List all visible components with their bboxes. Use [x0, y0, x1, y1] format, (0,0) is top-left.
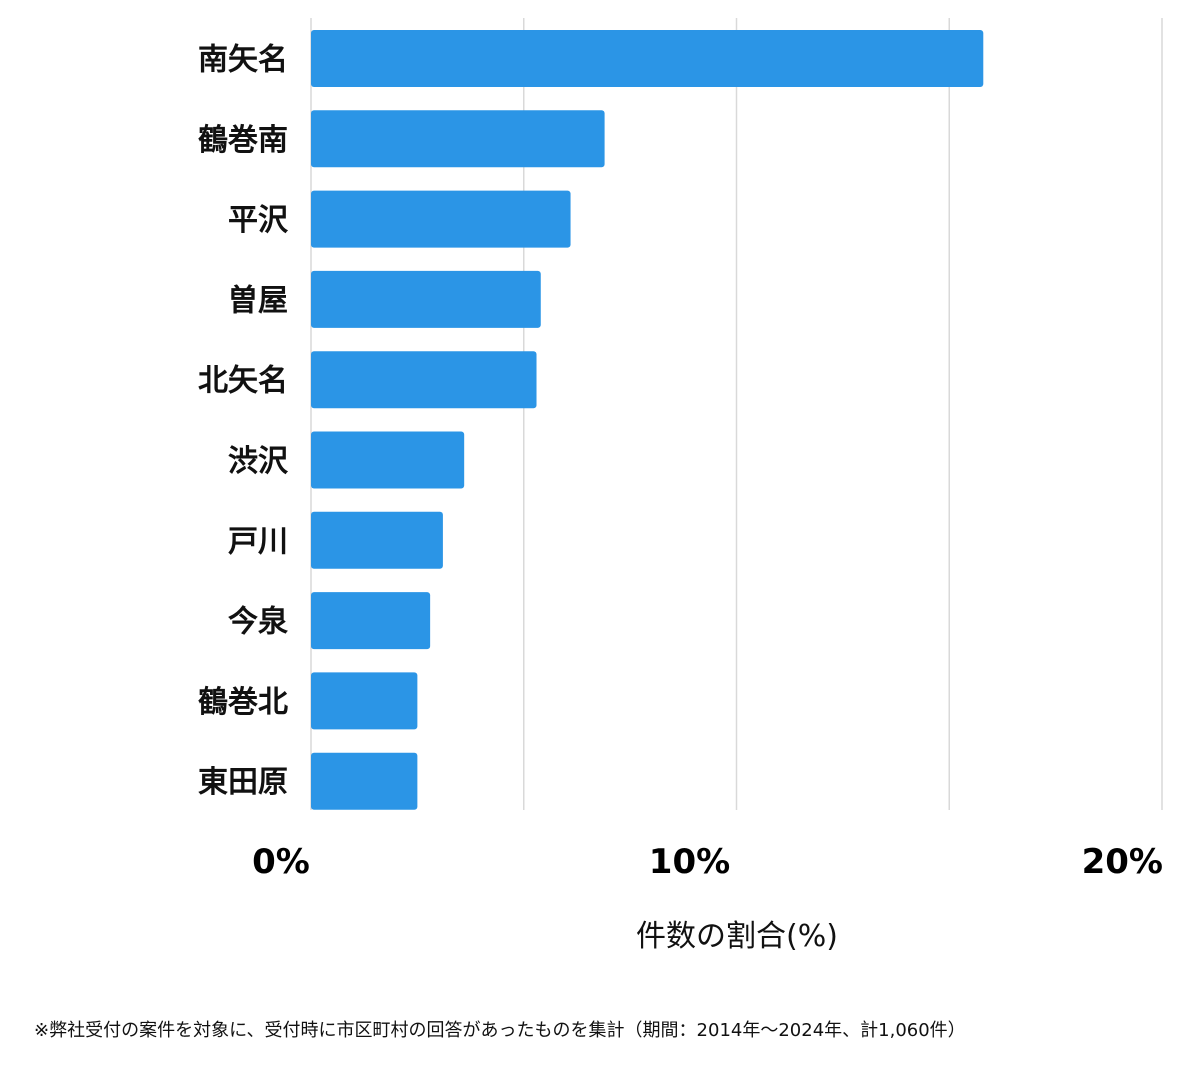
bar: [311, 351, 537, 409]
footnote: ※弊社受付の案件を対象に、受付時に市区町村の回答があったものを集計（期間：201…: [34, 1020, 966, 1041]
bar: [311, 190, 571, 248]
category-label: 鶴巻北: [198, 685, 288, 720]
bar: [311, 511, 443, 569]
category-label: 戸川: [228, 524, 288, 559]
category-label: 南矢名: [198, 43, 288, 78]
category-label: 曽屋: [228, 283, 288, 318]
category-label: 北矢名: [198, 364, 288, 399]
category-label: 鶴巻南: [198, 123, 288, 158]
x-axis-title: 件数の割合(%): [636, 919, 838, 954]
bars: [311, 30, 984, 810]
tick-label: 10%: [649, 842, 730, 882]
tick-label: 20%: [1082, 842, 1163, 882]
bar: [311, 672, 418, 730]
x-tick-labels: 0% 10% 20%: [252, 842, 1163, 882]
category-label: 平沢: [228, 203, 289, 238]
category-label: 渋沢: [228, 444, 289, 479]
bar: [311, 30, 984, 87]
tick-label: 0%: [252, 842, 310, 882]
category-label: 東田原: [198, 765, 288, 800]
category-label: 今泉: [228, 605, 288, 640]
bar: [311, 592, 431, 650]
bar: [311, 752, 418, 810]
bar: [311, 431, 465, 489]
bar: [311, 270, 541, 328]
bar: [311, 110, 605, 168]
